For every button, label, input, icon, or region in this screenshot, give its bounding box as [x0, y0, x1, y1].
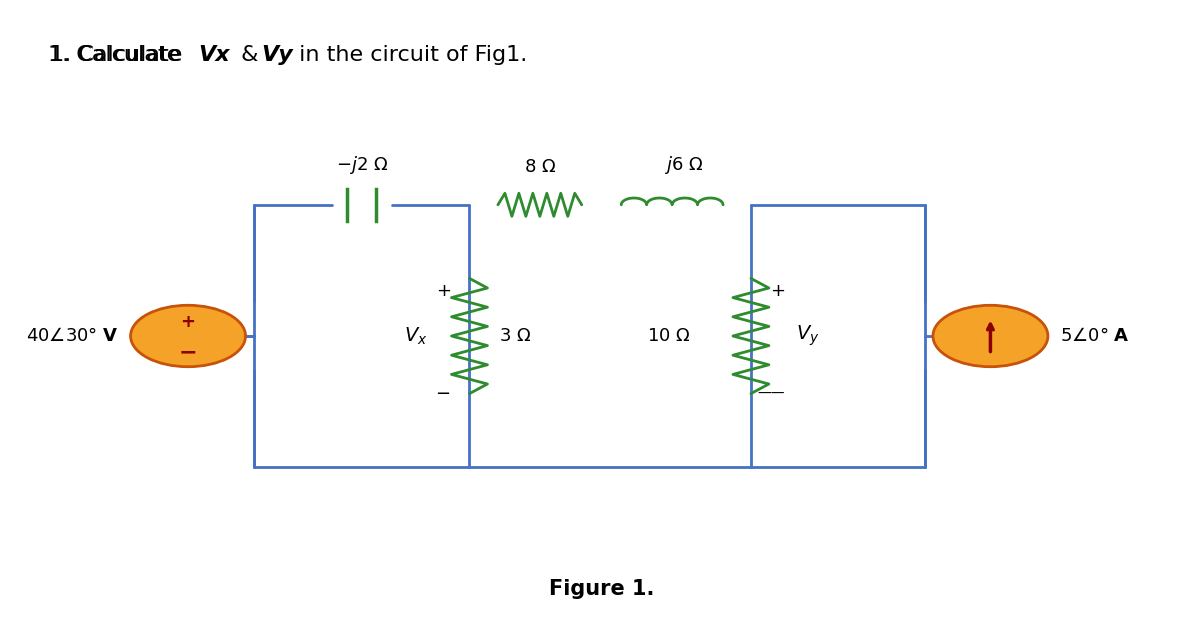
Text: 1. Calculate: 1. Calculate — [50, 45, 190, 65]
Text: $5\angle0°\ \mathbf{A}$: $5\angle0°\ \mathbf{A}$ — [1060, 327, 1129, 345]
Text: $10\ \Omega$: $10\ \Omega$ — [647, 327, 691, 345]
Text: 1. Calculate: 1. Calculate — [50, 45, 190, 65]
Text: &: & — [234, 45, 265, 65]
Text: $-j2\ \Omega$: $-j2\ \Omega$ — [336, 154, 388, 176]
Text: $3\ \Omega$: $3\ \Omega$ — [499, 327, 532, 345]
Text: 1. Calculate: 1. Calculate — [50, 45, 190, 65]
Text: Vx: Vx — [198, 45, 229, 65]
Text: +: + — [436, 282, 451, 300]
Circle shape — [131, 305, 246, 367]
Text: +: + — [769, 282, 785, 300]
Text: 1. Calculate: 1. Calculate — [48, 45, 187, 65]
Text: $40\angle30°\ \mathbf{V}$: $40\angle30°\ \mathbf{V}$ — [26, 327, 119, 345]
Text: $8\ \Omega$: $8\ \Omega$ — [523, 158, 556, 176]
Text: $V_x$: $V_x$ — [404, 325, 427, 347]
Text: −: − — [436, 385, 451, 403]
Text: −: − — [179, 342, 197, 362]
Text: Figure 1.: Figure 1. — [548, 579, 654, 599]
Text: in the circuit of Fig1.: in the circuit of Fig1. — [292, 45, 527, 65]
Text: $j6\ \Omega$: $j6\ \Omega$ — [665, 154, 703, 176]
Text: +: + — [180, 313, 196, 331]
Text: Vy: Vy — [262, 45, 293, 65]
Text: $V_y$: $V_y$ — [797, 324, 820, 348]
Text: ——: —— — [757, 387, 785, 401]
Circle shape — [932, 305, 1048, 367]
